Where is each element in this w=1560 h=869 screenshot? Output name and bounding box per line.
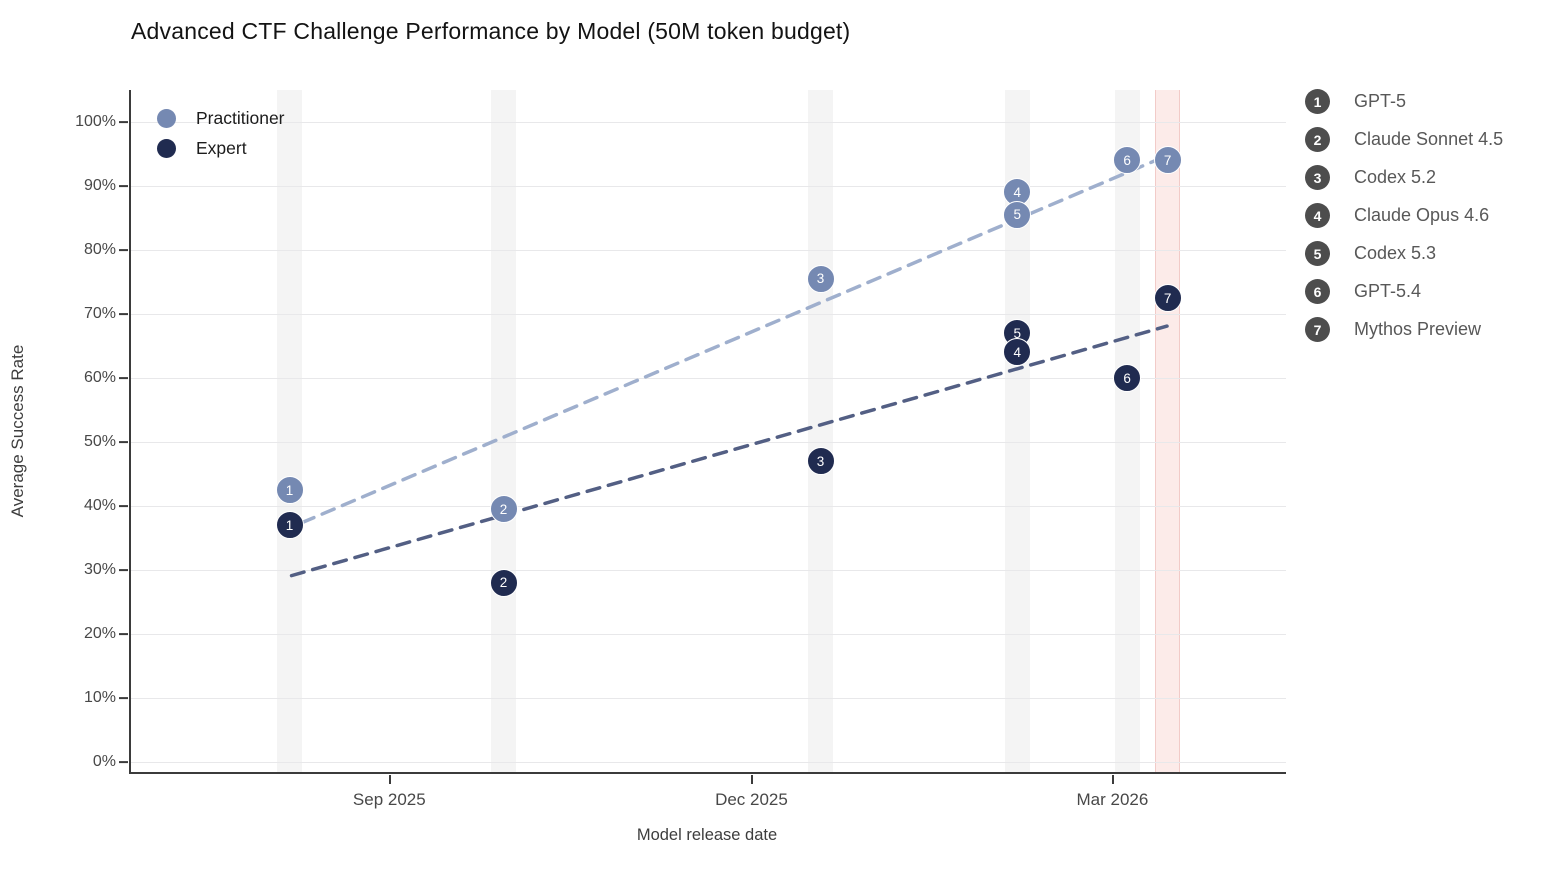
y-tick-label: 0% <box>92 753 116 770</box>
y-tick-label: 100% <box>75 113 116 130</box>
y-tick-label: 90% <box>83 177 116 194</box>
series-legend-item: Expert <box>157 133 285 163</box>
model-legend-label: GPT-5 <box>1354 91 1407 111</box>
point-practitioner-gpt-5: 1 <box>275 476 304 504</box>
y-tick-mark <box>119 121 128 123</box>
x-tick-mark <box>389 775 392 784</box>
model-legend-label: Mythos Preview <box>1354 319 1482 339</box>
model-legend-item: 6 GPT-5.4 <box>1305 279 1503 304</box>
y-tick-mark <box>119 633 128 635</box>
y-tick-mark <box>119 505 128 507</box>
y-tick-label: 50% <box>83 433 116 450</box>
highlight-release-band <box>1155 90 1181 772</box>
y-tick-mark <box>119 441 128 443</box>
y-tick-mark <box>119 313 128 315</box>
gridline <box>131 570 1286 571</box>
trendline-expert <box>289 324 1169 578</box>
release-band <box>1114 90 1140 772</box>
gridline <box>131 250 1286 251</box>
y-tick-mark <box>119 377 128 379</box>
model-legend-label: Codex 5.3 <box>1354 243 1437 263</box>
point-expert-gpt-5.4: 6 <box>1113 364 1142 392</box>
model-legend-item: 1 GPT-5 <box>1305 89 1503 114</box>
gridline <box>131 378 1286 379</box>
gridline <box>131 186 1286 187</box>
series-legend-label: Practitioner <box>196 107 285 128</box>
point-expert-codex-5.2: 3 <box>806 447 835 476</box>
model-legend-label: Claude Sonnet 4.5 <box>1354 129 1504 149</box>
gridline <box>131 442 1286 443</box>
point-expert-mythos-preview: 7 <box>1153 284 1182 312</box>
y-tick-mark <box>119 569 128 571</box>
series-color-dot <box>157 138 176 158</box>
x-tick-mark <box>1112 775 1115 784</box>
release-band <box>808 90 834 772</box>
release-band <box>491 90 517 772</box>
point-practitioner-codex-5.2: 3 <box>806 264 835 293</box>
model-number-badge: 6 <box>1305 279 1330 304</box>
x-axis-label: Model release date <box>636 826 778 844</box>
y-tick-mark <box>119 697 128 699</box>
y-tick-mark <box>119 761 128 763</box>
y-tick-label: 60% <box>83 369 116 386</box>
model-number-badge: 1 <box>1305 89 1330 114</box>
y-tick-label: 70% <box>83 305 116 322</box>
model-legend-item: 3 Codex 5.2 <box>1305 165 1503 190</box>
model-number-badge: 5 <box>1305 241 1330 266</box>
x-tick-label: Dec 2025 <box>715 790 788 809</box>
point-expert-gpt-5: 1 <box>275 511 304 540</box>
y-tick-mark <box>119 249 128 251</box>
trendline-practitioner <box>300 153 1170 525</box>
y-axis-label: Average Success Rate <box>8 344 27 518</box>
point-practitioner-gpt-5.4: 6 <box>1113 146 1142 175</box>
model-number-badge: 2 <box>1305 127 1330 152</box>
model-legend-item: 2 Claude Sonnet 4.5 <box>1305 127 1503 152</box>
point-practitioner-claude-sonnet-4.5: 2 <box>489 495 518 524</box>
series-color-dot <box>157 108 176 128</box>
model-legend-item: 4 Claude Opus 4.6 <box>1305 203 1503 228</box>
model-legend-label: GPT-5.4 <box>1354 281 1422 301</box>
model-legend: 1 GPT-5 2 Claude Sonnet 4.5 3 Codex 5.2 4 Claud… <box>1305 89 1503 355</box>
series-legend-item: Practitioner <box>157 103 285 133</box>
model-legend-label: Claude Opus 4.6 <box>1354 205 1490 225</box>
gridline <box>131 122 1286 123</box>
gridline <box>131 506 1286 507</box>
x-tick-mark <box>751 775 754 784</box>
model-legend-item: 5 Codex 5.3 <box>1305 241 1503 266</box>
model-number-badge: 7 <box>1305 317 1330 342</box>
y-tick-label: 20% <box>83 625 116 642</box>
x-tick-label: Mar 2026 <box>1076 790 1149 809</box>
point-expert-claude-opus-4.6: 4 <box>1003 338 1032 367</box>
model-number-badge: 4 <box>1305 203 1330 228</box>
gridline <box>131 698 1286 699</box>
model-number-badge: 3 <box>1305 165 1330 190</box>
gridline <box>131 314 1286 315</box>
gridline <box>131 634 1286 635</box>
y-tick-label: 10% <box>83 689 116 706</box>
chart-title: Advanced CTF Challenge Performance by Mo… <box>131 18 851 44</box>
y-tick-label: 80% <box>83 241 116 258</box>
series-legend: Practitioner Expert <box>157 103 285 163</box>
gridline <box>131 762 1286 763</box>
y-tick-label: 40% <box>83 497 116 514</box>
model-legend-label: Codex 5.2 <box>1354 167 1437 187</box>
y-tick-label: 30% <box>83 561 116 578</box>
x-tick-label: Sep 2025 <box>352 790 426 809</box>
release-band <box>277 90 302 772</box>
point-expert-claude-sonnet-4.5: 2 <box>489 568 518 597</box>
y-tick-mark <box>119 185 128 187</box>
model-legend-item: 7 Mythos Preview <box>1305 317 1503 342</box>
trendlines-layer <box>289 153 1170 578</box>
point-practitioner-codex-5.3: 5 <box>1003 200 1032 229</box>
series-legend-label: Expert <box>196 137 247 158</box>
point-practitioner-mythos-preview: 7 <box>1153 146 1182 175</box>
